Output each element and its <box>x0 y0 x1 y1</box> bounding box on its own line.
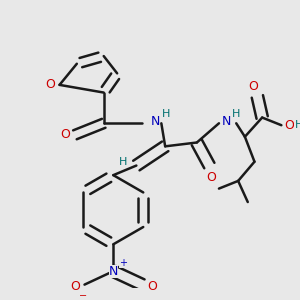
Text: N: N <box>222 115 231 128</box>
Text: +: + <box>119 257 127 268</box>
Text: O: O <box>249 80 259 93</box>
Text: N: N <box>109 265 118 278</box>
Text: O: O <box>206 171 216 184</box>
Text: H: H <box>119 157 127 167</box>
Text: −: − <box>79 291 87 300</box>
Text: O: O <box>60 128 70 141</box>
Text: H: H <box>295 120 300 130</box>
Text: O: O <box>45 78 55 92</box>
Text: O: O <box>147 280 157 293</box>
Text: O: O <box>284 119 294 132</box>
Text: N: N <box>151 115 160 128</box>
Text: O: O <box>70 280 80 293</box>
Text: H: H <box>162 109 170 119</box>
Text: H: H <box>232 109 240 119</box>
